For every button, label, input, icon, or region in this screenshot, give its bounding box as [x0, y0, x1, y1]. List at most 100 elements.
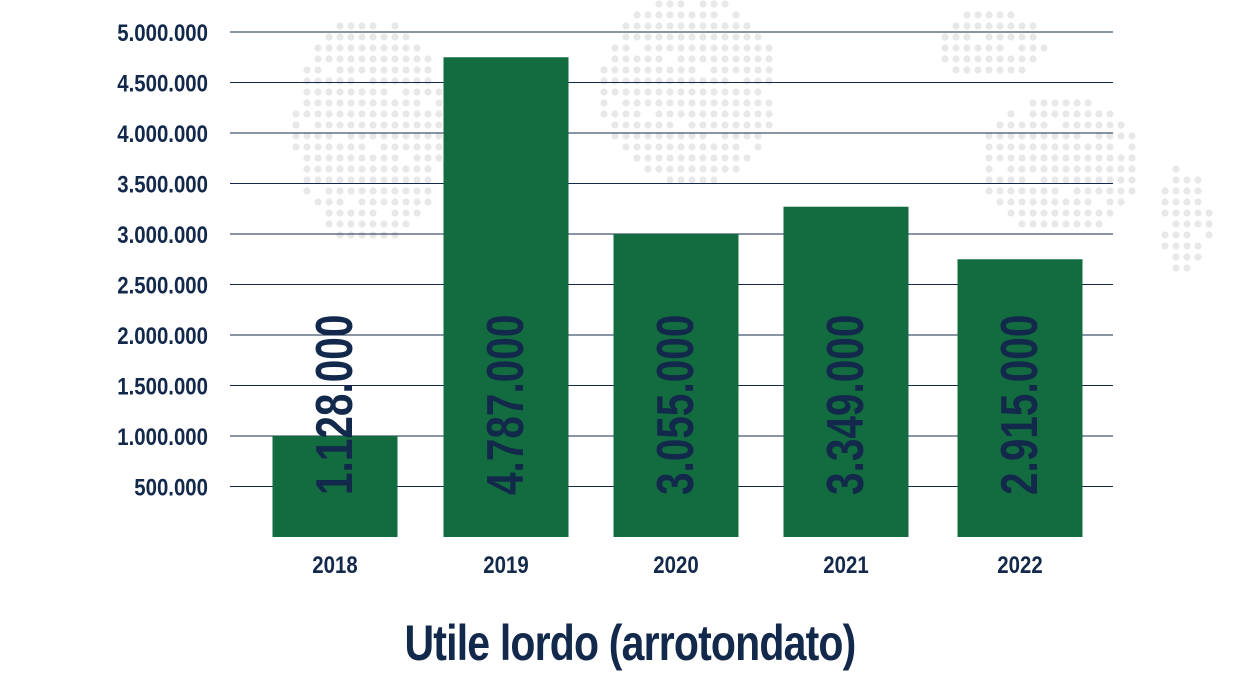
map-dot — [303, 110, 311, 118]
map-dot — [732, 66, 740, 74]
map-dot — [358, 121, 366, 129]
map-dot — [424, 77, 432, 85]
map-dot — [1084, 198, 1092, 206]
map-dot — [325, 44, 333, 52]
map-dot — [644, 55, 652, 63]
map-dot — [644, 154, 652, 162]
map-dot — [1183, 264, 1191, 272]
map-dot — [688, 77, 696, 85]
map-dot — [380, 176, 388, 184]
map-dot — [1029, 44, 1037, 52]
map-dot — [314, 198, 322, 206]
map-dot — [369, 165, 377, 173]
map-dot — [402, 132, 410, 140]
map-dot — [347, 220, 355, 228]
map-dot — [1062, 165, 1070, 173]
map-dot — [314, 176, 322, 184]
map-dot — [1128, 143, 1136, 151]
map-dot — [622, 33, 630, 41]
map-dot — [1106, 165, 1114, 173]
map-dot — [710, 11, 718, 19]
map-dot — [600, 66, 608, 74]
x-tick-label: 2018 — [312, 551, 357, 578]
map-dot — [710, 143, 718, 151]
map-dot — [391, 22, 399, 30]
map-dot — [611, 88, 619, 96]
map-dot — [1106, 209, 1114, 217]
map-dot — [732, 121, 740, 129]
map-dot — [435, 121, 443, 129]
bars — [272, 57, 1083, 538]
map-dot — [985, 165, 993, 173]
map-dot — [644, 77, 652, 85]
map-dot — [1073, 154, 1081, 162]
map-dot — [347, 132, 355, 140]
map-dot — [1183, 198, 1191, 206]
data-label: 2.915.000 — [990, 315, 1048, 495]
map-dot — [1007, 110, 1015, 118]
map-dot — [391, 33, 399, 41]
map-dot — [622, 132, 630, 140]
map-dot — [435, 143, 443, 151]
map-dot — [369, 209, 377, 217]
map-dot — [754, 44, 762, 52]
map-dot — [677, 55, 685, 63]
y-tick-label: 5.000.000 — [117, 19, 208, 46]
map-dot — [699, 154, 707, 162]
map-dot — [644, 44, 652, 52]
map-dot — [1051, 154, 1059, 162]
map-dot — [721, 132, 729, 140]
map-dot — [677, 99, 685, 107]
y-axis: 500.000 1.000.000 1.500.000 2.000.000 2.500.… — [117, 19, 208, 500]
map-dot — [710, 33, 718, 41]
map-dot — [952, 22, 960, 30]
map-dot — [402, 99, 410, 107]
map-dot — [358, 55, 366, 63]
map-dot — [1172, 176, 1180, 184]
map-dot — [732, 99, 740, 107]
map-dot — [424, 88, 432, 96]
map-dot — [413, 66, 421, 74]
map-dot — [622, 66, 630, 74]
map-dot — [402, 220, 410, 228]
map-dot — [391, 44, 399, 52]
map-dot — [325, 33, 333, 41]
map-dot — [765, 55, 773, 63]
y-tick-label: 4.500.000 — [117, 70, 208, 97]
map-dot — [1128, 176, 1136, 184]
map-dot — [666, 66, 674, 74]
map-dot — [369, 110, 377, 118]
map-dot — [424, 198, 432, 206]
map-dot — [1172, 253, 1180, 261]
map-dot — [633, 154, 641, 162]
map-dot — [732, 44, 740, 52]
map-dot — [1172, 187, 1180, 195]
map-dot — [402, 88, 410, 96]
map-dot — [721, 110, 729, 118]
map-dot — [974, 66, 982, 74]
map-dot — [1062, 110, 1070, 118]
map-dot — [424, 66, 432, 74]
map-dot — [974, 11, 982, 19]
map-dot — [1007, 132, 1015, 140]
map-dot — [996, 198, 1004, 206]
map-dot — [677, 0, 685, 8]
map-dot — [699, 99, 707, 107]
map-dot — [996, 121, 1004, 129]
map-dot — [644, 88, 652, 96]
map-dot — [710, 44, 718, 52]
map-dot — [1084, 176, 1092, 184]
map-dot — [1073, 187, 1081, 195]
map-dot — [754, 55, 762, 63]
map-dot — [325, 187, 333, 195]
map-dot — [1029, 220, 1037, 228]
map-dot — [677, 176, 685, 184]
map-dot — [369, 22, 377, 30]
map-dot — [743, 132, 751, 140]
map-dot — [655, 55, 663, 63]
map-dot — [732, 110, 740, 118]
map-dot — [743, 99, 751, 107]
map-dot — [655, 44, 663, 52]
map-dot — [1194, 187, 1202, 195]
